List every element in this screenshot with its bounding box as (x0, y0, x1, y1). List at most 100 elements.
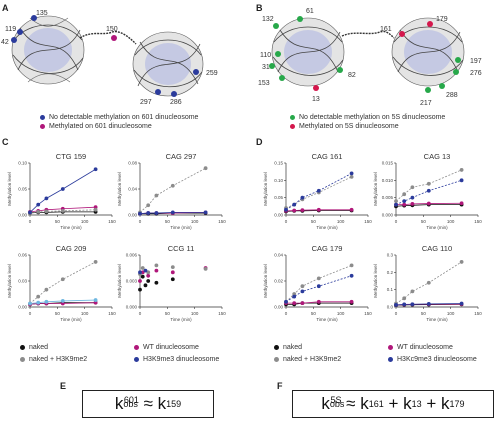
formula-e-k-rhs: k (157, 394, 167, 413)
y-tick-label: 0.04 (128, 187, 137, 192)
x-tick-label: 100 (191, 311, 199, 316)
data-point (36, 209, 41, 214)
series-3 (284, 171, 354, 212)
legend-c-naked: naked (20, 344, 48, 351)
linker-dna-5s (341, 30, 395, 39)
data-point (60, 299, 65, 303)
formula-f-approx: ≈ (341, 394, 361, 413)
data-point (170, 183, 175, 188)
y-tick-label: 0.06 (18, 253, 27, 258)
x-tick-label: 0 (395, 219, 398, 224)
site-217: 217 (420, 100, 432, 107)
y-tick-label: 0.0 (387, 305, 394, 310)
legend-c-h3k9me3-label: H3K9me3 dinucleosome (143, 356, 220, 363)
data-point (316, 284, 321, 289)
chart-title: CTG 159 (56, 152, 86, 161)
site-132: 132 (262, 16, 274, 23)
data-point (349, 171, 354, 176)
data-point (146, 211, 151, 215)
formula-f-179: 179 (449, 399, 465, 409)
x-tick-label: 50 (55, 311, 61, 316)
formula-e-approx: ≈ (138, 394, 158, 413)
data-point (60, 301, 65, 306)
y-axis-label: Methylation level (7, 264, 12, 298)
legend-a-methylated: Methylated on 601 dinucleosome (40, 123, 152, 130)
formula-e-159: 159 (166, 399, 182, 409)
site-13: 13 (312, 96, 320, 103)
chart-6: CAG 179 0 50 100 150 0.00 0.02 0.04 Time (min) Me… (263, 244, 372, 322)
x-axis-label: Time (min) (316, 317, 338, 322)
data-point (426, 280, 431, 285)
site-42: 42 (1, 39, 9, 46)
y-tick-label: 0.000 (382, 213, 394, 218)
y-tick-label: 0.010 (382, 178, 394, 183)
x-tick-label: 150 (364, 219, 372, 224)
data-point (154, 193, 159, 198)
series-3 (138, 268, 148, 275)
chart-4: CAG 161 0 50 100 150 0.00 0.05 0.10 0.15 Time (mi… (263, 152, 372, 230)
legend-d-h3kc9me3: H3Kc9me3 dinucleosome (388, 356, 477, 363)
data-point (93, 260, 98, 264)
data-point (292, 294, 297, 299)
legend-d-naked: naked (274, 344, 302, 351)
x-tick-label: 50 (421, 219, 427, 224)
formula-f-13: 13 (411, 399, 422, 409)
formula-e-obs: obs (123, 399, 138, 409)
data-point (402, 202, 407, 207)
site-259: 259 (206, 70, 218, 77)
data-point (316, 276, 321, 281)
data-point (459, 178, 464, 183)
y-tick-label: 0.15 (274, 161, 283, 166)
data-point (170, 270, 175, 275)
legend-b-unmethylated: No detectable methylation on 5S dinucleo… (290, 114, 445, 121)
data-point (143, 268, 148, 273)
data-point (300, 289, 305, 294)
x-axis-label: Time (min) (316, 225, 338, 230)
chart-5: CAG 13 0 50 100 150 0.000 0.005 0.010 0.015 Time … (373, 152, 482, 230)
data-point (154, 280, 159, 285)
magenta-dot-icon (134, 345, 139, 350)
site-82: 82 (348, 72, 356, 79)
legend-b-unmethylated-label: No detectable methylation on 5S dinucleo… (299, 114, 446, 121)
data-point (140, 266, 145, 270)
x-tick-label: 150 (108, 311, 116, 316)
data-point (44, 196, 49, 201)
y-tick-label: 0.00 (274, 305, 283, 310)
x-tick-label: 100 (337, 311, 345, 316)
data-point (410, 302, 415, 307)
legend-d-wt: WT dinucleosome (388, 344, 453, 351)
y-tick-label: 0.1 (387, 287, 394, 292)
x-tick-label: 0 (285, 219, 288, 224)
data-point (300, 195, 305, 200)
x-tick-label: 50 (311, 219, 317, 224)
x-tick-label: 150 (474, 219, 482, 224)
black-dot-icon (20, 345, 25, 350)
data-point (170, 210, 175, 215)
y-tick-label: 0.10 (18, 161, 27, 166)
data-point (292, 292, 297, 296)
data-point (93, 300, 98, 305)
formula-f-k3: k (441, 394, 450, 413)
series-0 (138, 274, 175, 292)
data-point (300, 208, 305, 213)
chart-title: CAG 209 (56, 244, 87, 253)
data-point (154, 268, 159, 273)
chart-title: CAG 161 (312, 152, 343, 161)
panel-label-b: B (256, 3, 263, 13)
x-axis-label: Time (min) (60, 225, 82, 230)
x-tick-label: 150 (108, 219, 116, 224)
site-153: 153 (258, 80, 270, 87)
panel-label-a: A (2, 3, 9, 13)
site-288: 288 (446, 92, 458, 99)
site-31: 31 (262, 64, 270, 71)
series-line (139, 167, 206, 213)
site-150: 150 (106, 26, 118, 33)
nucleosome-left-601 (11, 15, 85, 85)
series-3 (394, 178, 464, 207)
panel-label-c: C (2, 137, 9, 147)
chart-0: CTG 159 0 50 100 150 0.00 0.05 0.10 Time (min) Me… (7, 152, 116, 230)
data-point (44, 287, 49, 292)
legend-c-h3k9me3: H3K9me3 dinucleosome (134, 356, 219, 363)
data-point (316, 207, 321, 212)
data-point (146, 273, 151, 278)
